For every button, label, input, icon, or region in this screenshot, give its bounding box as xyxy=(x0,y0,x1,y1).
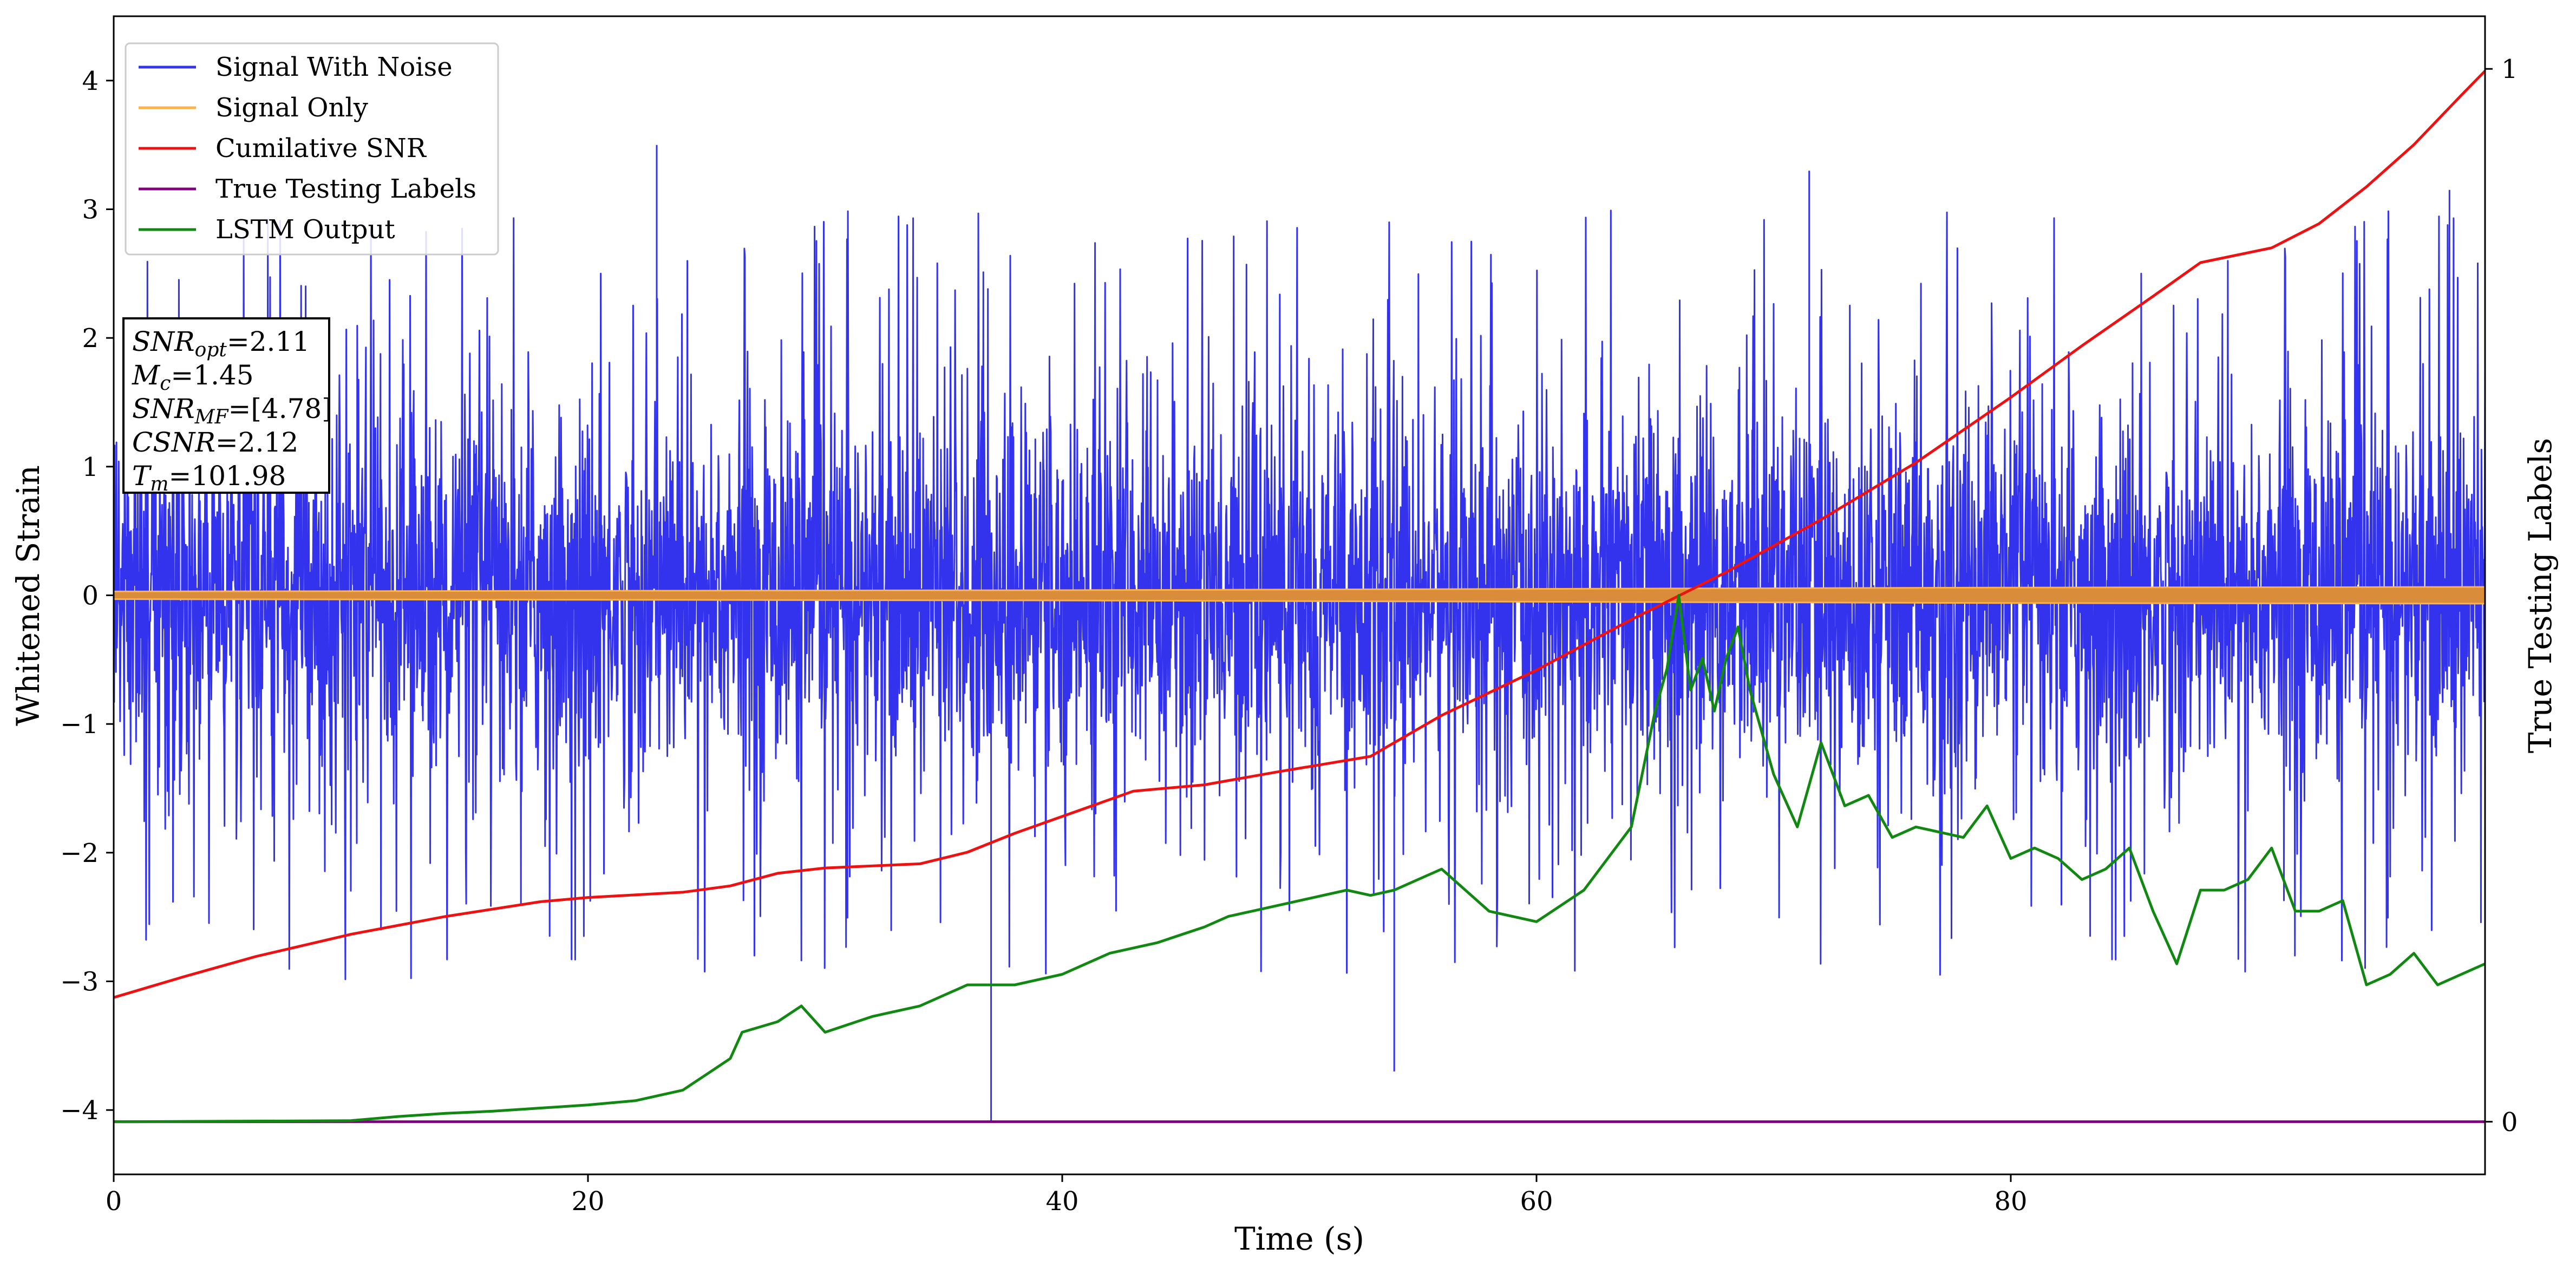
legend-entry: Signal With Noise xyxy=(215,52,453,82)
parameter-line: Tm=101.98 xyxy=(132,460,286,495)
y-tick-label: −1 xyxy=(60,709,99,740)
y2-axis-label: True Testing Labels xyxy=(2522,438,2559,753)
legend-entry: Signal Only xyxy=(215,93,368,123)
series-cumilative-snr xyxy=(113,70,2486,999)
x-tick-label: 40 xyxy=(1045,1186,1078,1217)
y2-tick-label: 1 xyxy=(2501,54,2518,84)
legend-entry: Cumilative SNR xyxy=(215,133,427,164)
legend-box xyxy=(125,42,499,256)
x-tick-label: 0 xyxy=(106,1186,122,1217)
y-tick-label: 2 xyxy=(82,323,99,354)
legend-entry: True Testing Labels xyxy=(215,174,476,204)
x-axis-label: Time (s) xyxy=(1234,1220,1364,1257)
parameter-line: Mc=1.45 xyxy=(132,360,254,395)
y2-tick-label: 0 xyxy=(2501,1107,2518,1138)
y-tick-label: 4 xyxy=(82,66,99,96)
legend-entry: LSTM Output xyxy=(215,214,395,245)
y-tick-label: 3 xyxy=(82,195,99,225)
y-tick-label: −2 xyxy=(60,838,99,868)
plot-area xyxy=(113,70,2486,1123)
line-lstm-output xyxy=(113,594,2486,1123)
series-lstm-output xyxy=(113,594,2486,1123)
x-tick-label: 60 xyxy=(1520,1186,1553,1217)
parameter-line: CSNR=2.12 xyxy=(132,427,298,458)
y-tick-label: −4 xyxy=(60,1095,99,1126)
legend: Signal With Noise Signal Only Cumilative S… xyxy=(125,42,499,256)
y-tick-label: 0 xyxy=(82,581,99,611)
parameter-line: SNRopt=2.11 xyxy=(132,326,310,361)
y-tick-label: 1 xyxy=(82,452,99,482)
parameter-box-frame xyxy=(122,317,330,494)
x-tick-label: 80 xyxy=(1994,1186,2027,1217)
parameter-line: SNRMF=[4.78] xyxy=(132,393,332,428)
y-axis-label: Whitened Strain xyxy=(10,465,47,726)
y-tick-label: −3 xyxy=(60,967,99,997)
x-tick-label: 20 xyxy=(571,1186,604,1217)
parameter-box: SNRopt=2.11Mc=1.45SNRMF=[4.78]CSNR=2.12T… xyxy=(122,317,332,495)
line-cumilative-snr xyxy=(113,70,2486,999)
